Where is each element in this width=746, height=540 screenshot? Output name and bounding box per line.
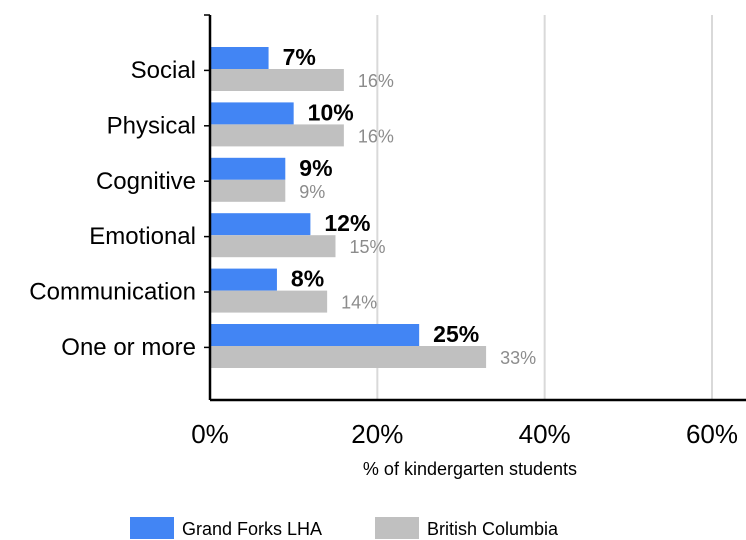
category-label: One or more xyxy=(61,334,196,361)
x-tick-label: 20% xyxy=(351,419,403,449)
data-label-british-columbia: 16% xyxy=(358,71,394,91)
category-label: Cognitive xyxy=(96,168,196,195)
data-label-grand-forks: 9% xyxy=(299,155,332,181)
data-label-british-columbia: 16% xyxy=(358,126,394,146)
x-tick-label: 0% xyxy=(191,419,229,449)
data-label-grand-forks: 10% xyxy=(308,99,354,125)
category-label: Communication xyxy=(29,279,196,306)
category-label: Emotional xyxy=(89,223,196,250)
legend-label-british-columbia: British Columbia xyxy=(427,519,559,539)
data-label-british-columbia: 33% xyxy=(500,348,536,368)
legend-label-grand-forks: Grand Forks LHA xyxy=(182,519,322,539)
category-label: Physical xyxy=(107,112,196,139)
data-label-grand-forks: 7% xyxy=(283,44,316,70)
x-tick-label: 60% xyxy=(686,419,738,449)
legend-swatch-british-columbia xyxy=(375,517,419,539)
data-label-grand-forks: 25% xyxy=(433,321,479,347)
legend-swatch-grand-forks xyxy=(130,517,174,539)
bar-british-columbia xyxy=(210,290,328,313)
bar-grand-forks xyxy=(210,47,269,69)
bar-grand-forks xyxy=(210,324,420,346)
data-label-british-columbia: 14% xyxy=(341,293,377,313)
bar-british-columbia xyxy=(210,346,487,368)
bar-british-columbia xyxy=(210,69,344,91)
bar-british-columbia xyxy=(210,179,286,202)
category-label: Social xyxy=(131,57,196,84)
data-label-grand-forks: 12% xyxy=(324,210,370,236)
bar-british-columbia xyxy=(210,124,344,147)
bar-grand-forks xyxy=(210,102,294,125)
x-tick-label: 40% xyxy=(519,419,571,449)
bar-british-columbia xyxy=(210,235,336,258)
bar-grand-forks xyxy=(210,268,277,291)
data-label-british-columbia: 9% xyxy=(299,182,325,202)
data-label-british-columbia: 15% xyxy=(350,237,386,257)
data-label-grand-forks: 8% xyxy=(291,266,324,292)
bar-grand-forks xyxy=(210,213,311,236)
x-axis-title: % of kindergarten students xyxy=(363,459,577,479)
bar-grand-forks xyxy=(210,157,286,180)
